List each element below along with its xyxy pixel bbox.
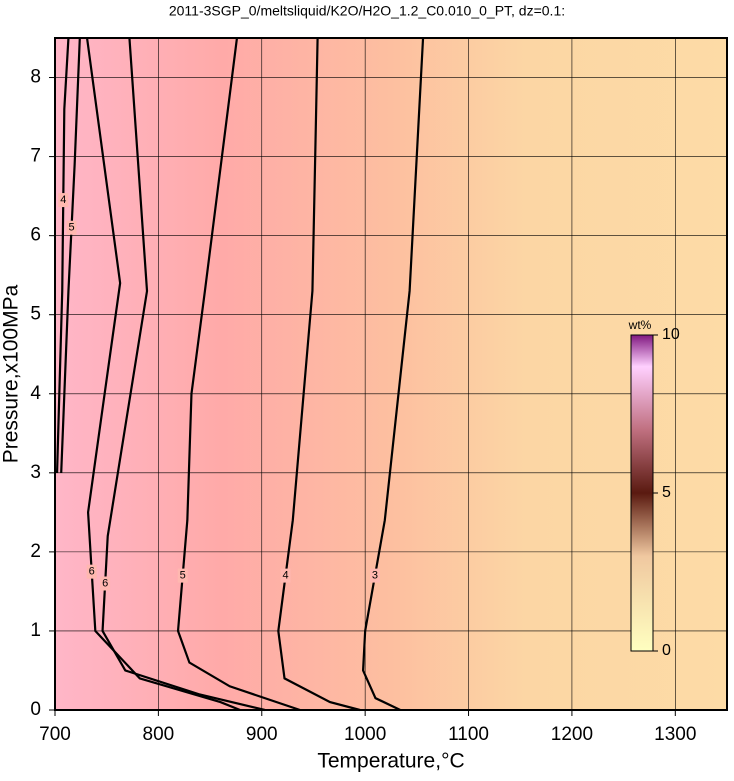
y-tick-label: 0 [30, 699, 41, 720]
contour-label-bg [280, 568, 291, 583]
colorbar [630, 334, 654, 652]
y-tick-label: 4 [30, 383, 41, 404]
contour-label: 6 [89, 566, 95, 578]
contour-label-bg [86, 564, 97, 579]
y-tick-label: 6 [30, 225, 41, 246]
x-tick-label: 900 [246, 724, 278, 745]
contour-line [361, 37, 425, 711]
y-tick-label: 8 [30, 67, 41, 88]
contour-label: 4 [60, 194, 66, 206]
contour-label-bg [66, 220, 77, 235]
y-tick-label: 5 [30, 304, 41, 325]
y-tick-label: 1 [30, 620, 41, 641]
x-tick-label: 1100 [448, 724, 489, 745]
contour-label: 4 [282, 570, 288, 582]
y-tick-label: 7 [30, 146, 41, 167]
contour-label: 6 [102, 577, 108, 589]
x-tick-label: 1000 [344, 724, 386, 745]
contour-label: 5 [68, 222, 74, 234]
y-tick-label: 3 [30, 462, 41, 483]
contour-label-bg [58, 193, 69, 208]
colorbar-label: wt% [628, 318, 652, 332]
contour-line [101, 37, 266, 712]
x-tick-label: 700 [39, 724, 71, 745]
colorbar-tick-label: 10 [662, 326, 680, 343]
x-tick-label: 1200 [551, 724, 593, 745]
x-tick-label: 800 [143, 724, 175, 745]
y-axis-label: Pressure,x100MPa [0, 284, 23, 463]
y-tick-label: 2 [30, 541, 41, 562]
colorbar-tick-label: 5 [662, 484, 671, 501]
plot-layer: 4 5 66 5 4 3 [54, 37, 727, 712]
colorbar-tick-label: 0 [662, 642, 671, 659]
plot-background [55, 38, 727, 710]
contour-label-bg [100, 576, 111, 591]
x-axis-label: Temperature,°C [317, 750, 464, 773]
chart-title: 2011-3SGP_0/meltsliquid/K2O/H2O_1.2_C0.0… [169, 3, 565, 19]
contour-label: 3 [372, 570, 378, 582]
x-tick-label: 1300 [654, 724, 696, 745]
plot-frame [54, 37, 728, 711]
contour-label: 5 [180, 570, 186, 582]
contour-label-bg [177, 568, 188, 583]
contour-label-bg [369, 568, 380, 583]
